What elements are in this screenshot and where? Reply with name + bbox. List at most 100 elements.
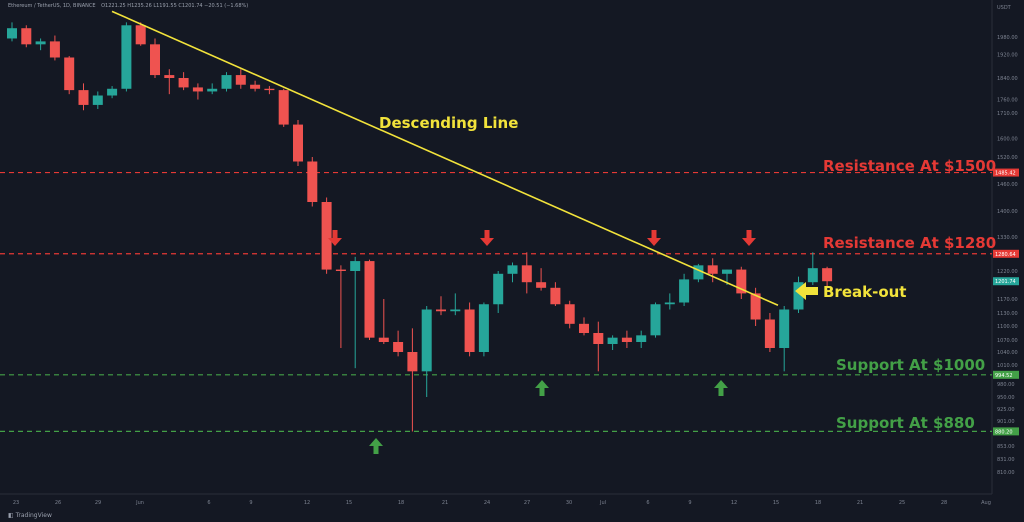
candle[interactable] <box>107 86 118 99</box>
price-tick: 1760.00 <box>997 98 1018 104</box>
candle[interactable] <box>235 69 246 89</box>
candle-body <box>664 302 675 305</box>
chart-header: Ethereum / TetherUS, 1D, BINANCE O1221.2… <box>8 3 248 9</box>
candle[interactable] <box>178 72 189 91</box>
candle[interactable] <box>693 263 704 283</box>
candle-body <box>178 78 189 88</box>
candle[interactable] <box>307 157 318 207</box>
candle[interactable] <box>593 321 604 372</box>
candle-body <box>478 304 489 352</box>
candle-body <box>607 337 618 344</box>
candle[interactable] <box>150 38 160 78</box>
candle-body <box>722 269 732 274</box>
candle[interactable] <box>650 302 661 338</box>
price-tick: 1010.00 <box>997 363 1018 369</box>
candle[interactable] <box>607 335 618 350</box>
candle[interactable] <box>779 306 790 372</box>
price-tag-label: 1280.64 <box>995 252 1016 258</box>
candle[interactable] <box>207 83 218 95</box>
candle[interactable] <box>192 83 203 100</box>
candle[interactable] <box>636 330 647 348</box>
candle[interactable] <box>536 268 547 291</box>
candle[interactable] <box>493 271 504 313</box>
candles[interactable] <box>7 22 833 432</box>
candle[interactable] <box>407 328 418 432</box>
candle-body <box>321 202 332 270</box>
candle[interactable] <box>221 72 232 92</box>
time-tick: 30 <box>566 500 572 506</box>
candle-body <box>736 269 747 294</box>
candle[interactable] <box>707 258 718 283</box>
candle[interactable] <box>250 80 261 92</box>
candle[interactable] <box>436 296 446 316</box>
candle[interactable] <box>450 293 461 316</box>
candle[interactable] <box>550 282 561 306</box>
time-tick: 25 <box>899 500 905 506</box>
candle[interactable] <box>664 293 675 310</box>
descending-trendline[interactable] <box>111 10 779 306</box>
candle[interactable] <box>364 259 375 340</box>
candle[interactable] <box>164 69 175 95</box>
candle[interactable] <box>822 266 833 288</box>
candle[interactable] <box>335 265 346 348</box>
time-tick: 21 <box>857 500 863 506</box>
candle[interactable] <box>350 256 361 369</box>
tradingview-logo[interactable]: ◧ TradingView <box>8 512 52 519</box>
candle-body <box>407 352 418 372</box>
candle[interactable] <box>78 83 89 111</box>
green-up-arrow-icon <box>369 438 383 454</box>
price-tick: 1600.00 <box>997 136 1018 142</box>
yellow-left-arrow-icon <box>795 282 818 300</box>
candle[interactable] <box>64 56 75 95</box>
candle[interactable] <box>464 302 475 357</box>
candle[interactable] <box>507 262 518 283</box>
candle[interactable] <box>21 25 32 48</box>
symbol-title[interactable]: Ethereum / TetherUS, 1D, BINANCE <box>8 3 96 9</box>
candle[interactable] <box>807 252 818 285</box>
candle[interactable] <box>278 88 289 127</box>
candle[interactable] <box>264 86 275 95</box>
candle[interactable] <box>121 22 132 92</box>
candle[interactable] <box>564 300 575 329</box>
candle[interactable] <box>7 22 17 42</box>
candle-body <box>822 268 833 282</box>
candle[interactable] <box>378 299 389 344</box>
candle[interactable] <box>621 330 632 348</box>
candle[interactable] <box>92 91 103 109</box>
horizontal-levels <box>0 171 992 432</box>
candle-body <box>78 90 89 105</box>
time-axis[interactable]: 23 26 29 Jun 6 9 12 15 18 21 24 27 30 Jul 6 9 12 15 18 21 25… <box>13 500 991 506</box>
candle[interactable] <box>35 38 46 51</box>
candle[interactable] <box>764 313 775 352</box>
candle[interactable] <box>421 306 432 397</box>
trendline-label: Descending Line <box>379 114 518 132</box>
price-tick: 1330.00 <box>997 235 1018 241</box>
candle-body <box>693 265 704 280</box>
candle[interactable] <box>49 35 60 61</box>
candle[interactable] <box>736 266 747 299</box>
candle-body <box>807 268 818 283</box>
candle[interactable] <box>293 119 303 166</box>
candle[interactable] <box>679 273 690 306</box>
time-tick: 6 <box>646 500 649 506</box>
candle-body <box>421 309 432 372</box>
candle[interactable] <box>521 252 532 294</box>
candle[interactable] <box>793 276 804 313</box>
candle[interactable] <box>579 317 589 336</box>
candle[interactable] <box>478 302 489 357</box>
candle-body <box>536 282 547 288</box>
price-tick: 1520.00 <box>997 155 1018 161</box>
candle-body <box>278 90 289 125</box>
candle-body <box>521 265 532 283</box>
candle-body <box>49 41 60 58</box>
support-1000-label: Support At $1000 <box>836 356 985 374</box>
price-tick: 1130.00 <box>997 311 1018 317</box>
candle[interactable] <box>135 22 146 46</box>
breakout-label: Break-out <box>823 283 906 301</box>
candle[interactable] <box>393 330 404 357</box>
price-axis-unit: USDT <box>997 5 1012 11</box>
tradingview-label: TradingView <box>15 512 52 519</box>
candle[interactable] <box>750 287 761 326</box>
candle[interactable] <box>321 197 332 274</box>
